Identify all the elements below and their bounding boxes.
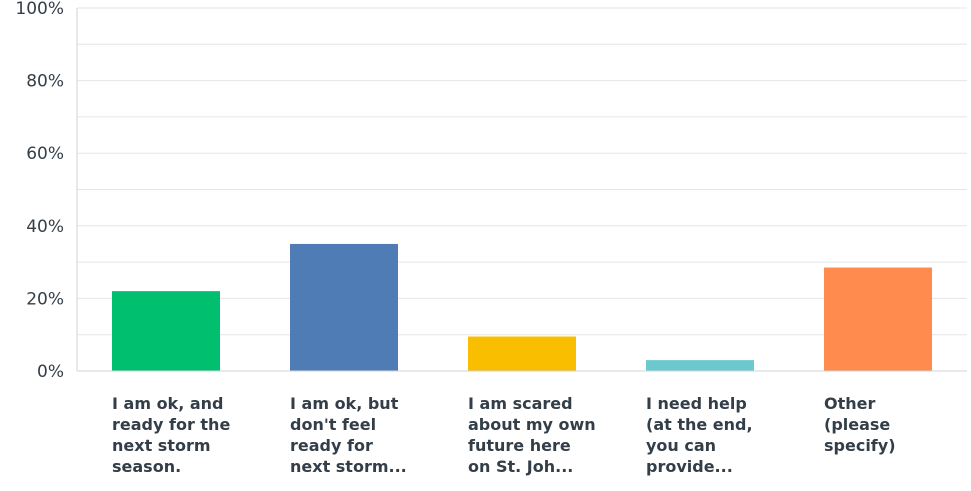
y-tick-label: 80% <box>26 72 64 92</box>
y-tick-label: 20% <box>26 289 64 309</box>
x-category-label: I am ok, and ready for the next storm se… <box>112 394 231 476</box>
bar[interactable] <box>468 336 576 371</box>
x-category-label: I am scared about my own future here on … <box>468 394 596 476</box>
x-category-label: Other (please specify) <box>824 394 896 455</box>
x-category-label: I need help (at the end, you can provide… <box>646 394 753 476</box>
gridlines <box>77 7 967 336</box>
y-tick-label: 100% <box>15 0 64 19</box>
bar[interactable] <box>290 243 398 371</box>
y-tick-label: 0% <box>37 362 64 382</box>
y-axis-ticks: 0% 20% 40% 60% 80% 100% <box>15 0 64 382</box>
bar[interactable] <box>112 291 220 371</box>
bars <box>112 243 932 371</box>
y-tick-label: 60% <box>26 144 64 164</box>
bar[interactable] <box>646 360 754 371</box>
y-tick-label: 40% <box>26 217 64 237</box>
x-category-label: I am ok, but don't feel ready for next s… <box>290 394 407 476</box>
bar[interactable] <box>824 267 932 371</box>
